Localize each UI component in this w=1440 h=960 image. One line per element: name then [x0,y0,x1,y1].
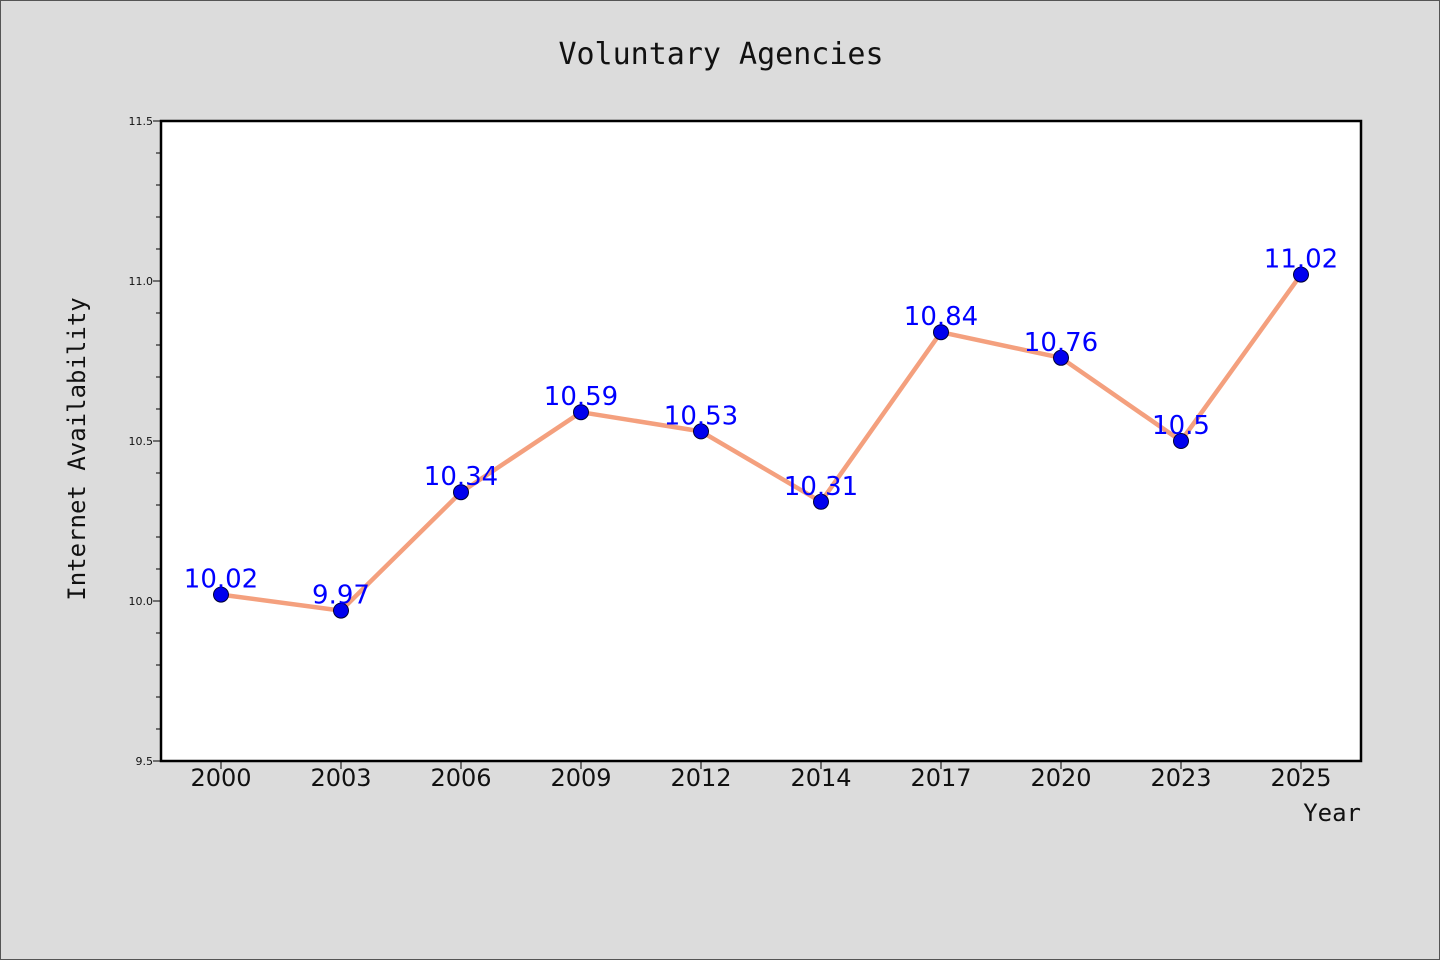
data-point [933,324,949,341]
data-point [213,586,229,603]
data-label: 10.53 [664,401,738,431]
data-label-group: 10.02 9.97 10.34 10.59 10.53 10.31 10.84 10.76 1… [184,245,1338,611]
data-label: 10.5 [1152,411,1210,441]
data-point [1173,433,1189,449]
data-point [693,423,709,440]
y-tick-label: 10.0 [129,595,154,608]
data-point [813,493,829,510]
series-line [218,272,1304,613]
marker-group [213,266,1309,619]
data-point [1293,266,1309,283]
x-tick-label: 2003 [310,764,371,792]
x-tick-label: 2012 [670,764,731,792]
x-axis-title: Year [1303,799,1361,827]
y-tick-label: 11.0 [129,275,154,288]
data-point [333,602,349,619]
y-axis-title: Internet Availability [63,297,91,600]
x-tick-label: 2025 [1270,764,1331,792]
x-tick-label: 2000 [190,764,251,792]
y-tick-label: 9.5 [136,755,154,768]
y-axis: 9.5 10.0 10.5 11.0 11.5 [129,115,161,768]
data-label: 10.84 [904,302,978,332]
data-label: 10.59 [544,382,618,412]
x-tick-label: 2023 [1150,764,1211,792]
x-tick-label: 2017 [910,764,971,792]
data-point [573,404,589,421]
x-tick-label: 2006 [430,764,491,792]
chart-title: Voluntary Agencies [558,37,883,72]
y-tick-label: 10.5 [129,435,154,448]
plot-area [159,119,1363,763]
data-label: 10.02 [184,565,258,595]
x-axis: 2000 2003 2006 2009 2012 2014 2017 2020 2023 2025 [190,761,1332,792]
series-line-group [218,272,1304,613]
data-label: 9.97 [312,581,370,611]
data-label: 10.31 [784,472,858,502]
data-label: 10.34 [424,462,498,492]
data-label: 10.76 [1024,328,1098,358]
data-label: 11.02 [1264,245,1338,275]
x-tick-label: 2020 [1030,764,1091,792]
y-tick-label: 11.5 [129,115,154,128]
data-point [1053,349,1069,366]
x-tick-label: 2014 [790,764,851,792]
x-tick-label: 2009 [550,764,611,792]
data-point [453,484,469,501]
